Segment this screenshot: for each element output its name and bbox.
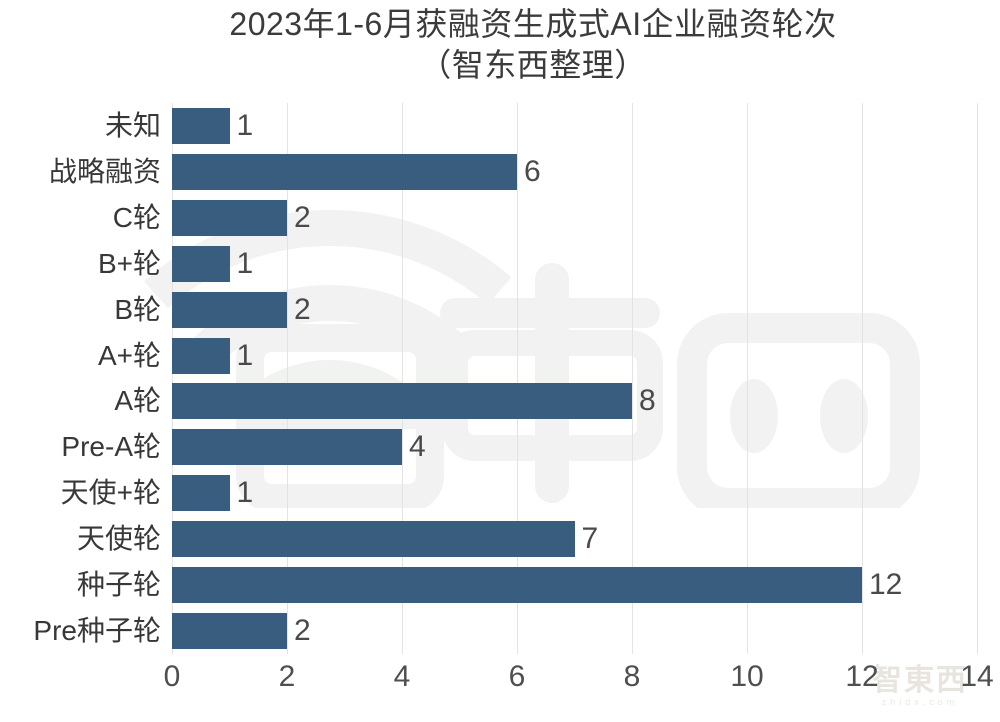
chart-row: Pre-A轮 4 [61,424,977,470]
bar [172,521,575,558]
gridline [747,103,748,654]
bar-rows: 未知 1 战略融资 6 C轮 2 B+轮 1 B轮 2 [33,103,977,654]
category-label: 未知 [104,109,161,141]
bar-value-label: 2 [294,292,311,326]
bar-value-label: 12 [869,568,903,602]
chart-row: A+轮 1 [98,333,977,379]
bar-value-label: 1 [236,338,254,372]
x-tick-label: 12 [845,660,879,693]
bar [172,613,287,650]
chart-title-line1: 2023年1-6月获融资生成式AI企业融资轮次 [229,6,837,42]
bar [172,291,287,328]
robot-face-icon [677,313,920,508]
chart-row: 天使轮 7 [77,516,977,562]
bar-value-label: 4 [409,430,426,464]
category-label: Pre-A轮 [61,431,161,463]
chart-row: B轮 2 [114,287,977,333]
bar-value-label: 8 [639,384,656,418]
bar [172,567,862,604]
chart-row: 天使+轮 1 [61,470,977,516]
chart-row: Pre种子轮 2 [33,608,977,654]
x-tick-label: 14 [960,660,994,693]
corner-brand-text: 智東西 [872,664,968,697]
gridline [402,103,403,654]
category-label: 种子轮 [76,569,161,601]
bar-value-label: 7 [581,522,599,556]
chart-row: B+轮 1 [98,241,977,287]
bar [172,153,517,190]
bar-value-label: 1 [236,476,254,510]
bar-value-label: 6 [524,154,541,188]
bar-value-label: 2 [294,614,311,648]
x-tick-label: 10 [730,660,764,693]
category-label: 天使+轮 [60,477,161,509]
signal-arcs-icon [80,210,608,488]
category-label: B+轮 [97,247,161,279]
bar [172,107,230,144]
x-axis: 0 2 4 6 8 10 12 14 [164,660,994,702]
bar-value-label: 1 [236,108,254,142]
chart-row: 未知 1 [105,103,977,149]
bar-value-label: 1 [236,246,254,280]
category-label: B轮 [114,293,161,325]
chart-title-line2: （智东西整理） [419,47,647,83]
bar [172,383,632,420]
bar-value-label: 2 [294,200,311,234]
category-label: A+轮 [97,339,161,371]
chart-row: 种子轮 12 [77,562,977,608]
zhidongxi-center-watermark [80,210,920,508]
bar [172,429,402,466]
x-tick-label: 4 [393,660,411,693]
bar [172,199,287,236]
gridline [977,103,978,654]
category-label: 战略融资 [48,155,161,187]
chart-title: 2023年1-6月获融资生成式AI企业融资轮次 （智东西整理） [0,4,1000,86]
bar [172,337,230,374]
gridline [172,103,173,654]
plot-area: 未知 1 战略融资 6 C轮 2 B+轮 1 B轮 2 [33,103,978,654]
x-tick-label: 0 [163,660,181,693]
category-label: Pre种子轮 [33,615,161,647]
x-tick-label: 8 [623,660,641,693]
chart-row: C轮 2 [113,195,977,241]
category-label: 天使轮 [76,523,161,555]
gridline [862,103,863,654]
category-label: C轮 [112,201,161,233]
zhidongxi-corner-watermark: 智東西 zhidx.com [872,665,968,708]
gridline [632,103,633,654]
bar [172,475,230,512]
x-tick-label: 6 [508,660,526,693]
bar [172,245,230,282]
corner-domain-text: zhidx.com [881,697,959,707]
x-tick-label: 2 [278,660,296,693]
chart-row: A轮 8 [114,379,977,425]
category-label: A轮 [114,385,161,417]
gridline [287,103,288,654]
chart-row: 战略融资 6 [49,149,977,195]
gridline [517,103,518,654]
